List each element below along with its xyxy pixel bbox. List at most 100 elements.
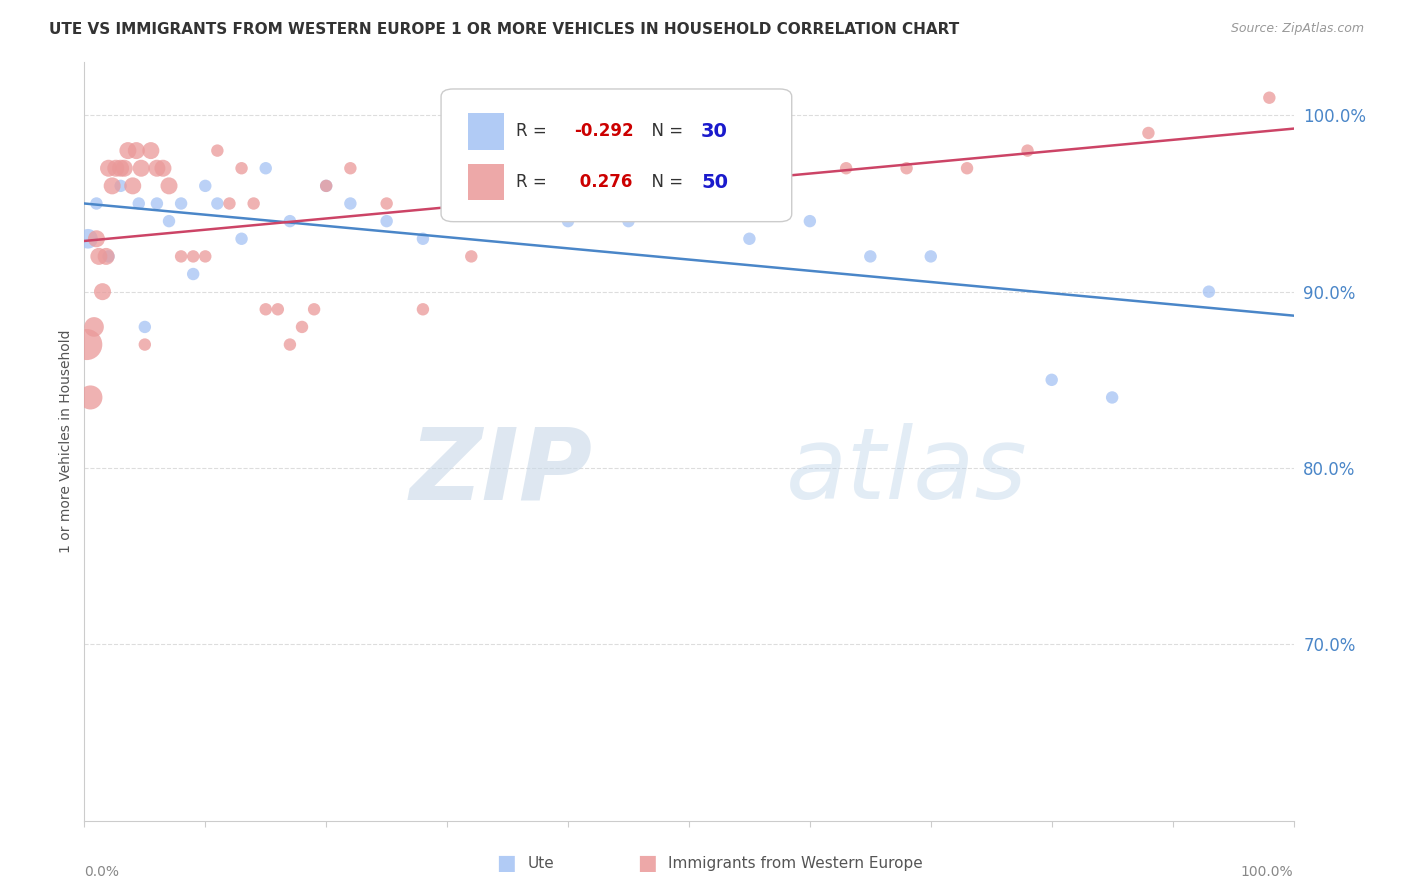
Point <box>117 144 139 158</box>
Point <box>104 161 127 176</box>
Point <box>920 249 942 263</box>
Text: Source: ZipAtlas.com: Source: ZipAtlas.com <box>1230 22 1364 36</box>
Point <box>835 161 858 176</box>
Point <box>799 214 821 228</box>
Point <box>1017 144 1039 158</box>
Point <box>460 249 482 263</box>
Point <box>170 196 193 211</box>
Point <box>110 161 132 176</box>
Point <box>97 161 120 176</box>
Point <box>436 196 458 211</box>
Text: N =: N = <box>641 173 688 191</box>
FancyBboxPatch shape <box>468 164 503 201</box>
Text: UTE VS IMMIGRANTS FROM WESTERN EUROPE 1 OR MORE VEHICLES IN HOUSEHOLD CORRELATIO: UTE VS IMMIGRANTS FROM WESTERN EUROPE 1 … <box>49 22 959 37</box>
Point <box>557 214 579 228</box>
Text: Immigrants from Western Europe: Immigrants from Western Europe <box>668 856 922 871</box>
FancyBboxPatch shape <box>468 113 503 150</box>
Text: atlas: atlas <box>786 424 1028 520</box>
Point <box>302 302 325 317</box>
Text: 30: 30 <box>702 122 728 141</box>
Point <box>76 337 98 351</box>
Point <box>278 214 301 228</box>
Point <box>125 144 148 158</box>
Point <box>121 178 143 193</box>
Point <box>412 232 434 246</box>
Point <box>956 161 979 176</box>
Text: 50: 50 <box>702 173 728 192</box>
Point <box>254 302 277 317</box>
Text: -0.292: -0.292 <box>574 122 634 140</box>
Point <box>859 249 882 263</box>
Point <box>181 267 204 281</box>
Point <box>77 232 100 246</box>
Point <box>97 249 120 263</box>
Y-axis label: 1 or more Vehicles in Household: 1 or more Vehicles in Household <box>59 330 73 553</box>
Point <box>375 196 398 211</box>
Point <box>194 249 217 263</box>
Point <box>152 161 174 176</box>
Text: 0.276: 0.276 <box>574 173 633 191</box>
Point <box>1137 126 1160 140</box>
Point <box>86 232 108 246</box>
Point <box>207 196 229 211</box>
Point <box>1101 391 1123 405</box>
Point <box>412 302 434 317</box>
Point <box>181 249 204 263</box>
Point <box>509 178 531 193</box>
Point <box>101 178 124 193</box>
Point <box>157 178 180 193</box>
Point <box>170 249 193 263</box>
Point <box>1040 373 1063 387</box>
Point <box>128 196 150 211</box>
Text: N =: N = <box>641 122 688 140</box>
Point <box>375 214 398 228</box>
Text: R =: R = <box>516 122 553 140</box>
Point <box>146 196 169 211</box>
Point <box>278 337 301 351</box>
Text: Ute: Ute <box>527 856 554 871</box>
Point <box>134 337 156 351</box>
Point <box>315 178 337 193</box>
Point <box>112 161 135 176</box>
Point <box>86 196 108 211</box>
Point <box>146 161 169 176</box>
Text: 100.0%: 100.0% <box>1241 864 1294 879</box>
Point <box>896 161 918 176</box>
Point <box>254 161 277 176</box>
Point <box>231 161 253 176</box>
Point <box>593 178 616 193</box>
Point <box>157 214 180 228</box>
Point <box>94 249 117 263</box>
Point <box>714 178 737 193</box>
Text: 0.0%: 0.0% <box>84 864 120 879</box>
Point <box>218 196 240 211</box>
Text: ZIP: ZIP <box>409 424 592 520</box>
Point <box>231 232 253 246</box>
Point <box>139 144 162 158</box>
Point <box>134 320 156 334</box>
Point <box>617 214 640 228</box>
Point <box>79 391 101 405</box>
Point <box>87 249 110 263</box>
Point <box>557 161 579 176</box>
Text: ■: ■ <box>496 854 516 873</box>
Point <box>194 178 217 193</box>
Point <box>1198 285 1220 299</box>
Point <box>242 196 264 211</box>
Text: R =: R = <box>516 173 553 191</box>
Point <box>339 196 361 211</box>
Point <box>315 178 337 193</box>
Point <box>339 161 361 176</box>
Point <box>291 320 314 334</box>
Point <box>267 302 290 317</box>
Point <box>1258 91 1281 105</box>
FancyBboxPatch shape <box>441 89 792 221</box>
Point <box>496 196 519 211</box>
Point <box>775 161 797 176</box>
Point <box>654 161 676 176</box>
Text: ■: ■ <box>637 854 657 873</box>
Point <box>129 161 152 176</box>
Point <box>110 178 132 193</box>
Point <box>207 144 229 158</box>
Point <box>91 285 114 299</box>
